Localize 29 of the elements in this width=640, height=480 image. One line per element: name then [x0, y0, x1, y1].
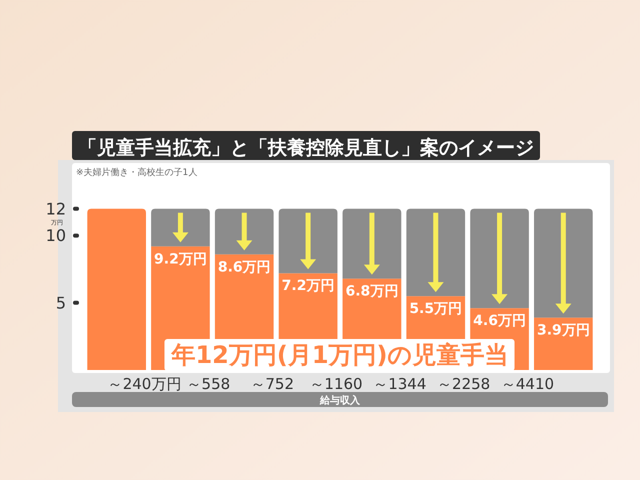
x-tick-label: ～4410 — [500, 375, 554, 393]
x-tick-label: ～1160 — [309, 375, 363, 393]
chart-title: 「児童手当拡充」と「扶養控除見直し」案のイメージ — [78, 137, 534, 159]
x-tick-label: ～240万円 — [108, 375, 182, 393]
data-label: 4.6万円 — [473, 313, 526, 330]
x-axis-title: 給与収入 — [319, 394, 361, 406]
data-label: 5.5万円 — [409, 301, 462, 318]
annotation: ※夫婦片働き・高校生の子1人 — [76, 167, 198, 178]
data-label: 8.6万円 — [218, 259, 271, 276]
data-label: 7.2万円 — [282, 278, 334, 294]
data-label: 3.9万円 — [536, 322, 590, 339]
bar — [87, 208, 146, 370]
bar — [278, 208, 338, 274]
y-tick-label: 12 — [46, 199, 66, 218]
x-tick-label: ～558 — [186, 375, 230, 393]
annotation: 年12万円(月1万円)の児童手当 — [170, 341, 509, 369]
data-label: 6.8万円 — [346, 284, 398, 300]
bar — [214, 208, 274, 254]
y-tick-label: 10 — [46, 226, 66, 246]
bar — [151, 208, 210, 246]
bar — [406, 208, 466, 296]
x-tick-label: ～752 — [250, 375, 294, 393]
bar — [534, 208, 593, 318]
data-label: 9.2万円 — [154, 251, 207, 268]
bar — [342, 208, 402, 279]
y-tick-label: 5 — [56, 293, 66, 312]
x-tick-label: ～2258 — [437, 375, 490, 393]
bar — [470, 208, 529, 308]
x-tick-label: ～1344 — [373, 375, 426, 393]
